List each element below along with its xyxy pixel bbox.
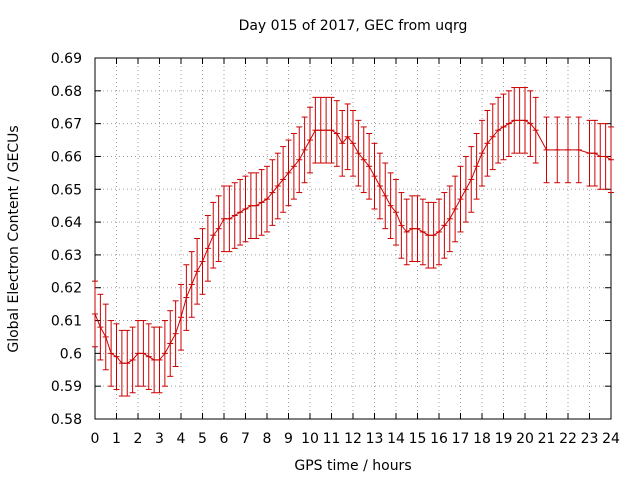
- x-tick-label: 4: [177, 431, 186, 447]
- y-axis-label: Global Electron Content / GECUs: [6, 125, 22, 352]
- error-bar-point: [92, 280, 98, 348]
- error-bar-point: [608, 126, 614, 194]
- x-tick-label: 17: [452, 431, 470, 447]
- y-tick-label: 0.59: [51, 379, 82, 395]
- y-tick-label: 0.58: [51, 412, 82, 428]
- y-tick-label: 0.67: [51, 117, 82, 133]
- x-tick-label: 6: [220, 431, 229, 447]
- x-tick-label: 20: [516, 431, 534, 447]
- x-tick-label: 16: [430, 431, 448, 447]
- x-tick-label: 0: [91, 431, 100, 447]
- y-tick-label: 0.6: [60, 346, 82, 362]
- x-tick-label: 2: [134, 431, 143, 447]
- x-tick-label: 14: [387, 431, 405, 447]
- x-tick-label: 19: [495, 431, 513, 447]
- x-tick-label: 21: [538, 431, 556, 447]
- x-tick-label: 22: [559, 431, 577, 447]
- y-tick-label: 0.68: [51, 84, 82, 100]
- x-tick-label: 24: [602, 431, 620, 447]
- y-tick-label: 0.64: [51, 215, 82, 231]
- y-tick-label: 0.61: [51, 314, 82, 330]
- x-tick-label: 7: [241, 431, 250, 447]
- x-tick-label: 11: [323, 431, 341, 447]
- x-tick-label: 15: [409, 431, 427, 447]
- x-tick-label: 5: [198, 431, 207, 447]
- y-tick-label: 0.63: [51, 248, 82, 264]
- y-tick-label: 0.62: [51, 281, 82, 297]
- y-tick-label: 0.69: [51, 51, 82, 67]
- y-tick-label: 0.66: [51, 149, 82, 165]
- y-tick-label: 0.65: [51, 182, 82, 198]
- x-tick-label: 13: [366, 431, 384, 447]
- x-tick-label: 23: [581, 431, 599, 447]
- x-tick-label: 10: [301, 431, 319, 447]
- x-tick-label: 12: [344, 431, 362, 447]
- axes: 0 1 2 3 4 5 6 7 8 9 10 11 12 13 14 15 16 17 18 19 20 21 22 23 24…: [51, 51, 620, 447]
- data-series: [92, 87, 614, 397]
- chart-title: Day 015 of 2017, GEC from uqrg: [239, 18, 468, 34]
- x-tick-label: 3: [155, 431, 164, 447]
- x-tick-label: 1: [112, 431, 121, 447]
- x-tick-label: 8: [263, 431, 272, 447]
- series-line: [94, 119, 612, 364]
- x-tick-label: 9: [284, 431, 293, 447]
- x-axis-label: GPS time / hours: [294, 458, 411, 474]
- x-tick-label: 18: [473, 431, 491, 447]
